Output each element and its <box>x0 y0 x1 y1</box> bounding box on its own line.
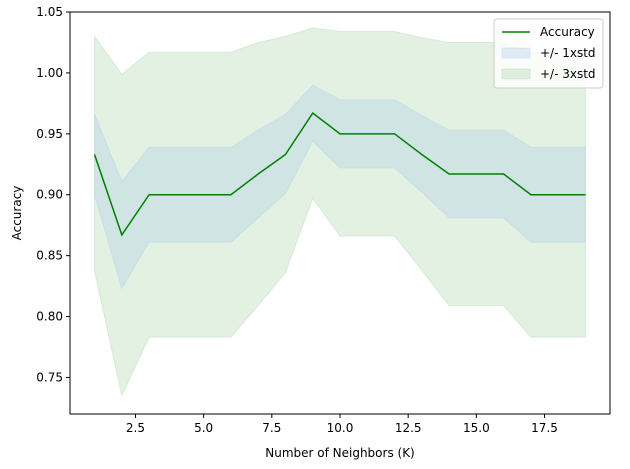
x-axis-label: Number of Neighbors (K) <box>265 446 415 460</box>
x-tick-label: 2.5 <box>126 421 145 435</box>
legend: Accuracy +/- 1xstd +/- 3xstd <box>493 18 604 89</box>
legend-swatch-band <box>501 47 531 59</box>
x-tick-label: 17.5 <box>531 421 558 435</box>
x-tick-label: 7.5 <box>262 421 281 435</box>
legend-entry-label: Accuracy <box>540 25 595 39</box>
y-tick-label: 1.05 <box>36 5 63 19</box>
y-tick-label: 1.00 <box>36 66 63 80</box>
std-bands <box>94 27 586 398</box>
legend-entry-label: +/- 1xstd <box>540 46 596 60</box>
y-tick-label: 0.85 <box>36 249 63 263</box>
legend-entry-label: +/- 3xstd <box>540 67 596 81</box>
legend-swatch-band <box>501 68 531 80</box>
y-tick-label: 0.95 <box>36 127 63 141</box>
legend-box <box>493 18 604 89</box>
x-tick-label: 15.0 <box>463 421 490 435</box>
y-tick-label: 0.90 <box>36 188 63 202</box>
x-tick-label: 10.0 <box>327 421 354 435</box>
y-axis-label: Accuracy <box>10 186 24 241</box>
x-axis-ticks: 2.5 5.0 7.5 10.0 12.5 15.0 17.5 <box>126 414 558 435</box>
band-3xstd <box>94 27 586 398</box>
x-tick-label: 5.0 <box>194 421 213 435</box>
band-1xstd <box>94 84 586 290</box>
y-tick-label: 0.80 <box>36 310 63 324</box>
y-tick-label: 0.75 <box>36 370 63 384</box>
series-lines <box>93 112 586 237</box>
x-tick-label: 12.5 <box>395 421 422 435</box>
y-axis-ticks: 0.75 0.80 0.85 0.90 0.95 1.00 1.05 <box>36 5 70 384</box>
